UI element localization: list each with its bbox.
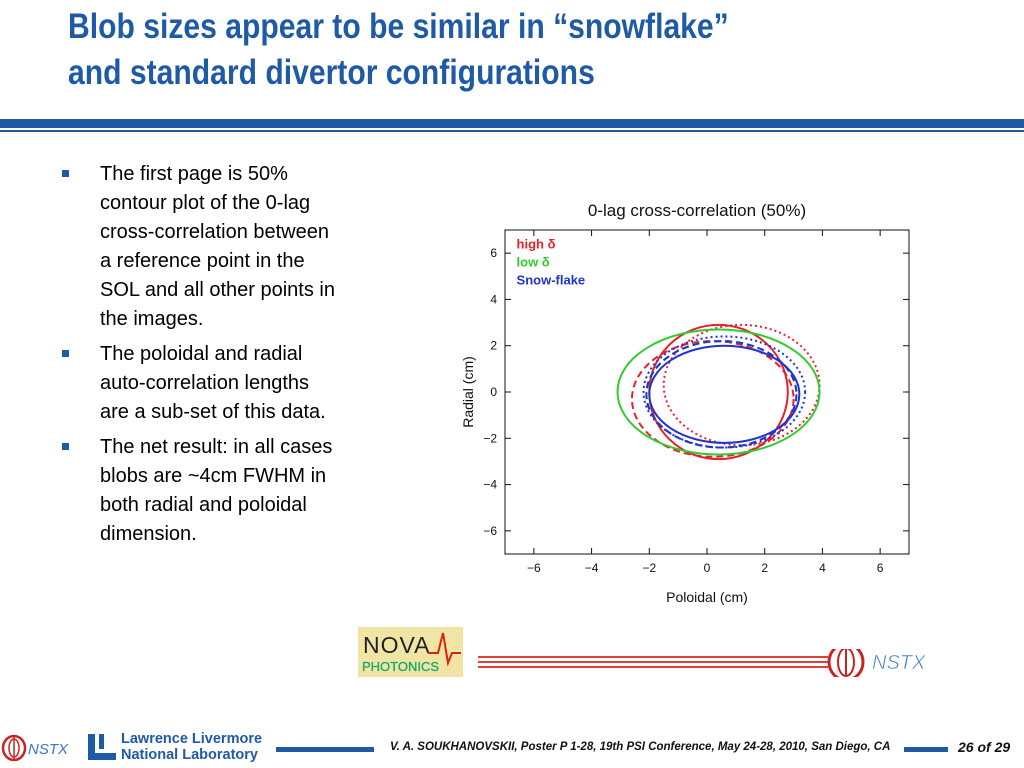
y-tick-label: 4 bbox=[490, 292, 497, 306]
x-axis-label: Poloidal (cm) bbox=[666, 589, 748, 605]
legend-entry: high δ bbox=[517, 237, 556, 252]
bullet-text: The first page is 50% contour plot of th… bbox=[100, 163, 335, 330]
contour-series bbox=[648, 344, 801, 444]
nova-photonics-mark: NOVA PHOTONICS bbox=[362, 632, 461, 674]
contour-series bbox=[642, 335, 807, 449]
footer-nstx-logo: NSTX bbox=[1, 734, 69, 762]
x-tick-label: −4 bbox=[585, 561, 599, 575]
nstx-logo-word: NSTX bbox=[872, 652, 926, 674]
contour-series bbox=[630, 340, 795, 458]
slide-title: Blob sizes appear to be similar in “snow… bbox=[68, 4, 842, 96]
nova-logo-word: NOVA bbox=[363, 632, 430, 658]
llnl-logo-icon bbox=[88, 734, 116, 760]
llnl-logo-text: Lawrence Livermore National Laboratory bbox=[121, 731, 262, 763]
correlation-chart: 0-lag cross-correlation (50%) −6 −4 −2 0 2 4 6… bbox=[460, 201, 910, 605]
nova-photonics-logo: NOVA PHOTONICS bbox=[358, 627, 463, 677]
llnl-line-2: National Laboratory bbox=[121, 747, 258, 763]
x-tick-label: 2 bbox=[761, 561, 768, 575]
footer-bar-left bbox=[276, 747, 374, 752]
title-line-1: Blob sizes appear to be similar in “snow… bbox=[68, 7, 729, 46]
bullet-marker-icon bbox=[62, 350, 69, 357]
contour-series bbox=[616, 328, 821, 456]
bullet-list: The first page is 50% contour plot of th… bbox=[62, 160, 337, 555]
x-tick-label: 6 bbox=[877, 561, 884, 575]
footer-citation: V. A. SOUKHANOVSKII, Poster P 1-28, 19th… bbox=[390, 741, 891, 753]
photonics-logo-word: PHOTONICS bbox=[362, 659, 439, 674]
footer-nstx-word: NSTX bbox=[28, 741, 69, 758]
bullet-marker-icon bbox=[62, 170, 69, 177]
bullet-text: The net result: in all cases blobs are ~… bbox=[100, 436, 333, 545]
x-tick-label: 4 bbox=[819, 561, 826, 575]
bullet-item: The first page is 50% contour plot of th… bbox=[62, 160, 337, 334]
bullet-marker-icon bbox=[62, 443, 69, 450]
y-tick-label: 0 bbox=[490, 385, 497, 399]
bullet-text: The poloidal and radial auto-correlation… bbox=[100, 343, 326, 423]
title-divider bbox=[0, 119, 1024, 128]
x-tick-label: −2 bbox=[642, 561, 656, 575]
chart-title: 0-lag cross-correlation (50%) bbox=[588, 201, 806, 220]
bullet-item: The net result: in all cases blobs are ~… bbox=[62, 433, 337, 549]
y-tick-label: −4 bbox=[483, 478, 497, 492]
legend-entry: Snow-flake bbox=[517, 273, 586, 288]
title-divider-thin bbox=[0, 130, 1024, 132]
legend-entry: low δ bbox=[517, 255, 550, 270]
y-tick-label: −2 bbox=[483, 431, 497, 445]
footer-bar-right bbox=[904, 747, 948, 752]
y-tick-label: 6 bbox=[490, 246, 497, 260]
y-tick-label: −6 bbox=[483, 524, 497, 538]
page-number: 26 of 29 bbox=[958, 739, 1011, 755]
x-tick-label: 0 bbox=[704, 561, 711, 575]
nstx-logo-banner: NSTX bbox=[478, 649, 926, 677]
bullet-item: The poloidal and radial auto-correlation… bbox=[62, 340, 337, 427]
x-tick-label: −6 bbox=[527, 561, 541, 575]
y-tick-label: 2 bbox=[490, 339, 497, 353]
llnl-line-1: Lawrence Livermore bbox=[121, 731, 263, 747]
title-line-2: and standard divertor configurations bbox=[68, 53, 595, 92]
y-axis-label: Radial (cm) bbox=[460, 356, 476, 428]
